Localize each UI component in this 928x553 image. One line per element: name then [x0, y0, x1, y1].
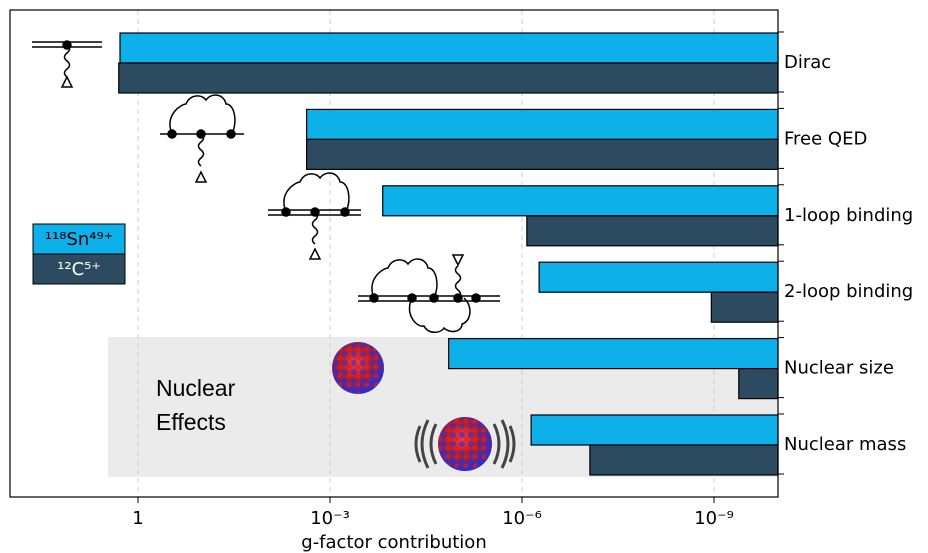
bar — [383, 186, 778, 216]
bar — [527, 216, 778, 246]
chart: Nuclear Effects ¹¹⁸Sn⁴⁹⁺ ¹²C⁵⁺ g-factor … — [0, 0, 928, 553]
bar — [119, 63, 778, 93]
bar — [590, 445, 778, 475]
bar — [739, 369, 778, 399]
x-axis-label: g-factor contribution — [301, 532, 486, 553]
x-tick-label: 10⁻⁹ — [694, 508, 734, 529]
bar — [120, 33, 778, 63]
bar — [307, 139, 778, 169]
bar — [531, 415, 778, 445]
category-label: Dirac — [784, 52, 831, 73]
category-label: Free QED — [784, 128, 867, 149]
legend-label: ¹¹⁸Sn⁴⁹⁺ — [45, 229, 113, 250]
category-label: 1-loop binding — [784, 205, 913, 226]
x-tick-label: 10⁻³ — [310, 508, 350, 529]
bar — [449, 339, 778, 369]
bar — [307, 109, 778, 139]
annotation: Nuclear — [156, 375, 236, 401]
bar — [539, 262, 778, 292]
page: Nuclear Effects ¹¹⁸Sn⁴⁹⁺ ¹²C⁵⁺ g-factor … — [0, 0, 928, 553]
category-label: 2-loop binding — [784, 281, 913, 302]
legend: ¹¹⁸Sn⁴⁹⁺ ¹²C⁵⁺ — [33, 224, 125, 284]
category-label: Nuclear size — [784, 358, 894, 379]
bar — [711, 292, 778, 322]
category-label: Nuclear mass — [784, 434, 906, 455]
legend-label: ¹²C⁵⁺ — [57, 259, 101, 280]
annotation: Effects — [156, 409, 226, 435]
x-tick-label: 10⁻⁶ — [502, 508, 542, 529]
x-tick-label: 1 — [132, 508, 143, 529]
